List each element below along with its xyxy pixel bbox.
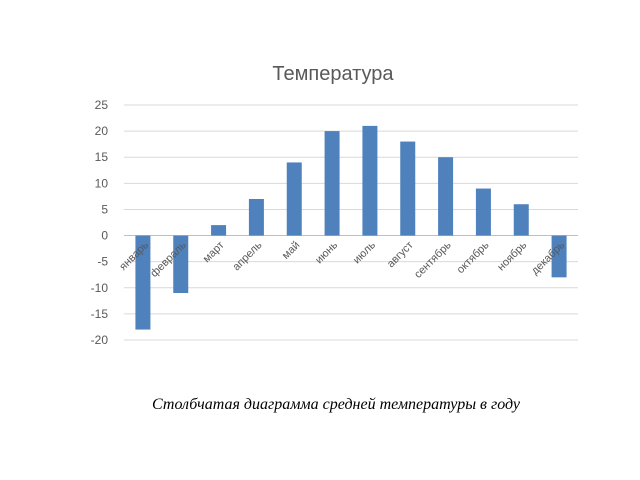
y-axis-tick-labels: 25 20 15 10 5 0 -5 -10 -15 -20 <box>91 98 109 347</box>
bar-5 <box>286 162 302 236</box>
bars <box>135 125 567 330</box>
y-tick-label: 15 <box>95 150 109 164</box>
chart-title: Температура <box>272 63 394 85</box>
y-tick-label: 10 <box>95 176 109 190</box>
gridlines <box>124 104 578 341</box>
y-tick-label: -15 <box>91 307 109 321</box>
x-category-label: октябрь <box>455 239 492 276</box>
bar-11 <box>513 204 529 236</box>
x-category-label: август <box>385 239 416 270</box>
bar-2 <box>173 235 189 293</box>
bar-3 <box>211 225 227 236</box>
bar-7 <box>362 125 378 236</box>
bar-9 <box>438 157 454 236</box>
bar-12 <box>551 235 567 278</box>
x-category-label: апрель <box>231 239 265 273</box>
y-tick-label: -10 <box>91 281 109 295</box>
x-category-label: май <box>280 239 303 262</box>
bar-8 <box>400 141 416 236</box>
y-tick-label: 5 <box>101 202 108 216</box>
x-category-label: ноябрь <box>495 239 529 273</box>
y-tick-label: 0 <box>101 229 108 243</box>
bar-10 <box>475 188 491 236</box>
x-category-label: сентябрь <box>412 239 454 281</box>
y-tick-label: -20 <box>91 333 109 347</box>
bar-4 <box>248 199 264 236</box>
figure-caption: Столбчатая диаграмма средней температуры… <box>152 396 520 413</box>
y-tick-label: 20 <box>95 124 109 138</box>
y-tick-label: -5 <box>97 255 108 269</box>
x-category-label: июль <box>351 239 378 266</box>
bar-1 <box>135 235 151 330</box>
bar-6 <box>324 131 340 236</box>
y-tick-label: 25 <box>95 98 109 112</box>
